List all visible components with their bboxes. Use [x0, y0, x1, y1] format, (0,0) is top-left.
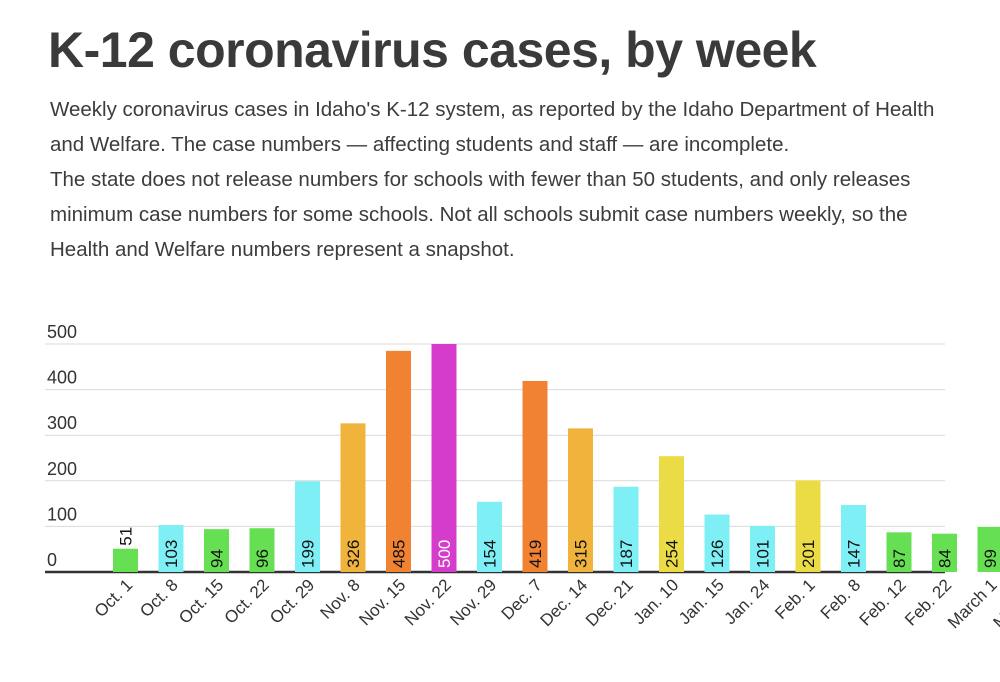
bar: [204, 529, 229, 572]
bar-data-label: 326: [344, 540, 363, 568]
y-axis-labels: 0 100 200 300 400 500: [47, 322, 77, 570]
bar-data-label: 187: [617, 540, 636, 568]
bar-data-label: 87: [890, 549, 909, 568]
bar: [431, 344, 457, 572]
bar: [886, 532, 912, 572]
bar: [386, 350, 411, 572]
x-tick-label: March 1: [944, 575, 1000, 632]
bar: [795, 480, 821, 572]
bar-data-label: 99: [981, 549, 1000, 568]
x-tick-label: Oct. 29: [266, 575, 318, 627]
bar-data-label: 84: [936, 549, 955, 568]
bar-data-label: 103: [162, 540, 181, 568]
x-tick-label: Feb. 1: [771, 575, 819, 623]
bar-data-label: 254: [663, 540, 682, 568]
bar: [158, 525, 184, 572]
description-paragraph-1: Weekly coronavirus cases in Idaho's K-12…: [50, 98, 935, 156]
bar-data-label: 94: [208, 549, 227, 568]
x-tick-label: Dec. 14: [536, 575, 591, 630]
bar-data-label: 199: [299, 540, 318, 568]
x-tick-label: Oct. 15: [175, 575, 227, 627]
chart-bars: 51 103 94 96 199 326 485 500 154 419 315 187 254 126 1…: [113, 344, 1000, 572]
x-tick-label: Nov. 29: [446, 575, 500, 629]
x-tick-label: Nov. 15: [355, 575, 409, 629]
bar-data-label: 315: [572, 540, 591, 568]
description-paragraph-2: The state does not release numbers for s…: [50, 168, 911, 261]
bar: [841, 504, 866, 572]
bar-data-label: 154: [481, 540, 500, 568]
x-tick-label: Jan. 10: [629, 575, 682, 628]
bar: [613, 486, 639, 572]
bar: [750, 525, 775, 572]
x-tick-label: Oct. 22: [221, 575, 273, 627]
bar: [568, 428, 593, 572]
y-tick-label: 0: [47, 550, 57, 570]
y-tick-label: 300: [47, 413, 77, 433]
bar-data-label: 101: [754, 540, 773, 568]
x-tick-label: Jan. 15: [675, 575, 728, 628]
bar-data-label: 51: [117, 527, 136, 546]
bar-data-label: 96: [253, 549, 272, 568]
page-title: K-12 coronavirus cases, by week: [48, 22, 817, 78]
y-tick-label: 100: [47, 504, 77, 524]
bar-data-label: 419: [526, 540, 545, 568]
bar: [113, 548, 138, 572]
bar-data-label: 126: [708, 540, 727, 568]
bar: [977, 526, 1000, 572]
bar: [340, 423, 366, 572]
bar: [295, 481, 320, 572]
bar-data-label: 147: [845, 540, 864, 568]
y-tick-label: 400: [47, 368, 77, 388]
bar: [477, 501, 502, 572]
x-tick-label: Feb. 12: [856, 575, 910, 629]
bar: [704, 514, 730, 572]
x-tick-label: Dec. 21: [582, 575, 637, 630]
y-tick-label: 200: [47, 459, 77, 479]
y-tick-label: 500: [47, 322, 77, 342]
bar-data-label: 201: [799, 540, 818, 568]
bar-data-label: 485: [390, 540, 409, 568]
bar: [932, 533, 957, 572]
bar: [659, 456, 684, 572]
chart-description: Weekly coronavirus cases in Idaho's K-12…: [50, 92, 950, 267]
bar-data-label: 500: [435, 540, 454, 568]
x-tick-label: Jan. 24: [720, 575, 773, 628]
x-tick-label: Oct. 1: [91, 575, 137, 621]
bar: [522, 380, 548, 572]
bar: [249, 528, 275, 572]
x-tick-label: Nov. 22: [401, 575, 455, 629]
